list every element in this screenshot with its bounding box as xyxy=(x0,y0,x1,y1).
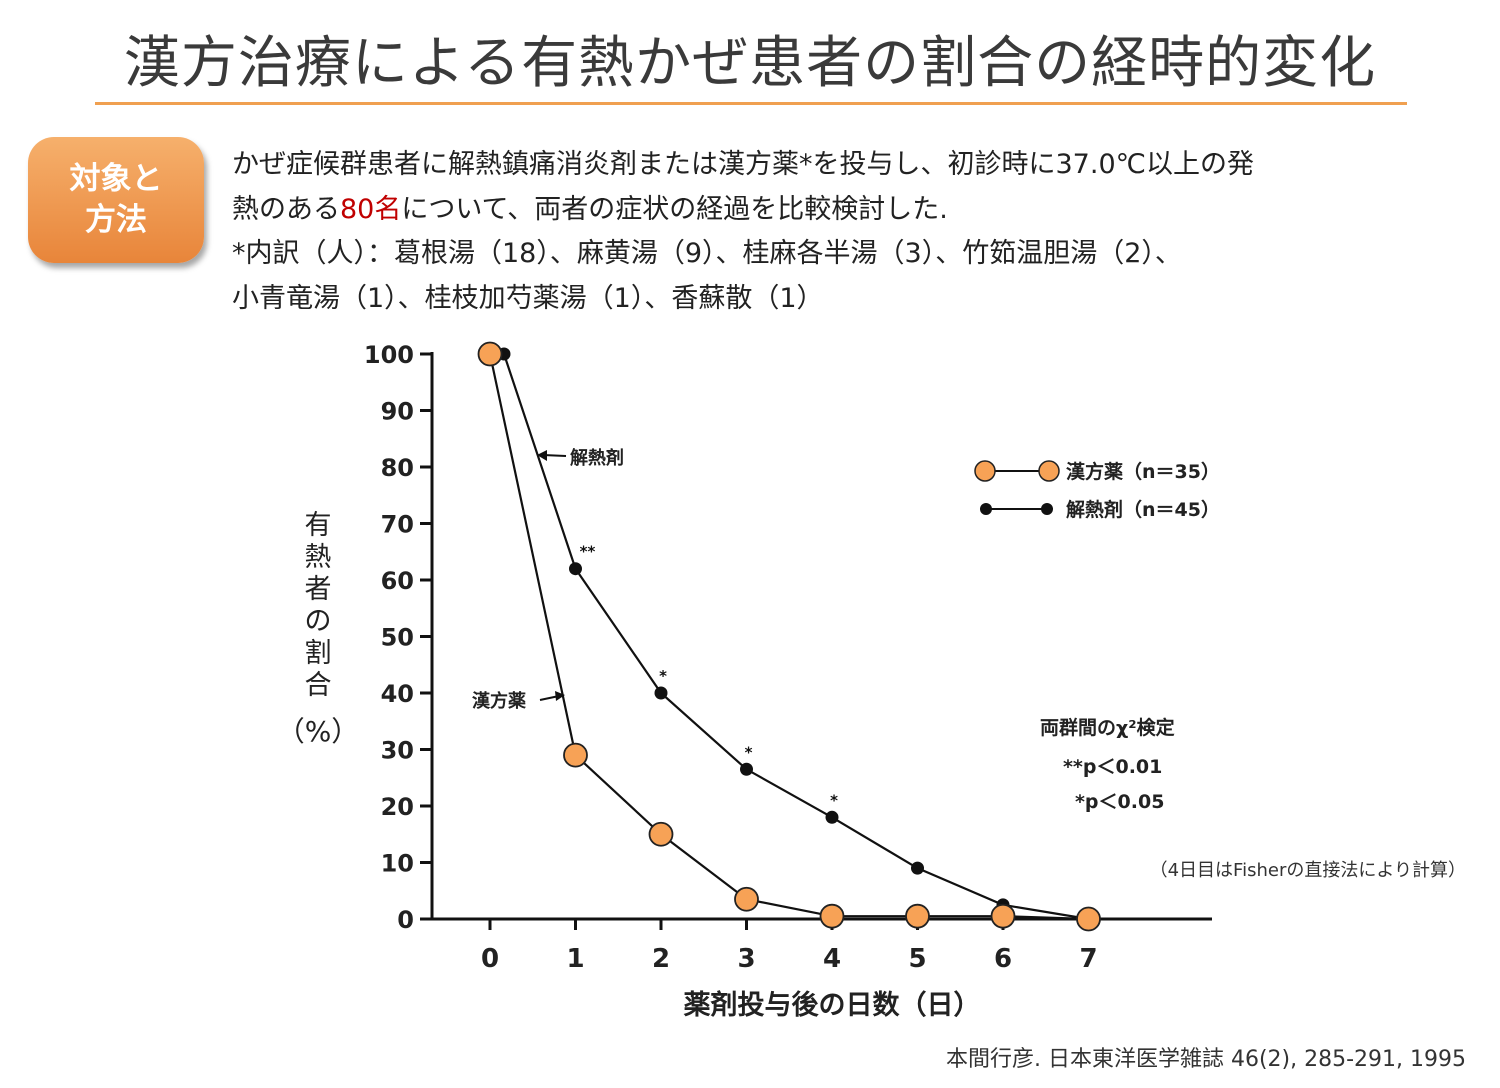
kampo-point xyxy=(819,903,845,929)
y-axis-label-char: 者 xyxy=(305,574,332,605)
significance-mark: * xyxy=(659,667,667,685)
x-tick-label: 6 xyxy=(994,944,1012,974)
antipyretic-point xyxy=(654,686,668,700)
kampo-arrowhead xyxy=(555,691,565,701)
legend-kampo-marker-right xyxy=(1038,460,1060,482)
desc-line-4: 小青竜湯（1）、桂枝加芍薬湯（1）、香蘇散（1） xyxy=(232,282,824,314)
antipyretic-point xyxy=(740,762,753,776)
x-tick-label: 3 xyxy=(737,944,755,974)
x-tick-label: 4 xyxy=(823,944,841,974)
kampo-point xyxy=(734,886,759,912)
significance-mark: ** xyxy=(580,543,596,561)
x-tick-label: 5 xyxy=(908,944,926,974)
significance-mark: * xyxy=(830,791,838,809)
badge-line-1: 対象と xyxy=(69,161,163,197)
kampo-point xyxy=(648,821,674,847)
antipyretic-curve-label: 解熱剤 xyxy=(570,447,624,469)
method-badge: 対象と 方法 xyxy=(28,137,204,263)
stat-title: 両群間のχ²検定 xyxy=(1040,716,1175,739)
y-tick-label: 50 xyxy=(381,624,414,652)
y-axis-unit: （%） xyxy=(277,715,360,748)
method-description: かぜ症候群患者に解熱鎮痛消炎剤または漢方薬*を投与し、初診時に37.0℃以上の発… xyxy=(232,143,1472,321)
desc-line-2-pre: 熱のある xyxy=(232,193,340,225)
desc-line-2: 熱のある80名について、両者の症状の経過を比較検討した. xyxy=(232,188,1472,233)
antipyretic-point xyxy=(569,562,582,576)
chart-ticks: 0 10 20 30 40 50 60 70 80 90 100 0 1 2 3 4 5 6 7 xyxy=(364,341,1098,974)
desc-line-3: *内訳（人）：葛根湯（18）、麻黄湯（9）、桂麻各半湯（3）、竹筎温胆湯（2）、 xyxy=(232,238,1182,269)
stat-p1: **p＜0.01 xyxy=(1063,756,1162,778)
antipyretic-point xyxy=(825,810,839,824)
y-axis-label-char: の xyxy=(305,606,332,637)
x-tick-label: 0 xyxy=(481,944,499,974)
x-tick-label: 1 xyxy=(566,944,584,974)
y-axis-label-char: 熱 xyxy=(305,542,332,573)
y-tick-label: 20 xyxy=(381,793,414,821)
x-axis-label: 薬剤投与後の日数（日） xyxy=(684,989,981,1021)
y-tick-label: 70 xyxy=(381,511,414,539)
kampo-point xyxy=(990,903,1016,929)
series-line-kampo xyxy=(488,353,1089,921)
legend-antipyretic-label: 解熱剤（n＝45） xyxy=(1066,498,1220,521)
reference-citation: 本間行彦. 日本東洋医学雑誌 46(2), 285-291, 1995 xyxy=(945,1047,1466,1072)
kampo-point xyxy=(905,903,930,929)
kampo-point xyxy=(563,742,588,768)
legend-antipyretic-marker-left xyxy=(980,503,992,515)
y-tick-label: 10 xyxy=(381,850,414,878)
legend-kampo-marker-left xyxy=(974,460,996,482)
desc-line-1: かぜ症候群患者に解熱鎮痛消炎剤または漢方薬*を投与し、初診時に37.0℃以上の発 xyxy=(232,149,1254,180)
y-tick-label: 90 xyxy=(381,398,414,426)
antipyretic-arrowhead xyxy=(537,450,547,461)
y-tick-label: 60 xyxy=(381,567,414,595)
significance-mark: * xyxy=(745,743,753,761)
y-tick-label: 80 xyxy=(381,454,414,482)
series-line-antipyretic xyxy=(502,353,1089,921)
desc-highlight-count: 80名 xyxy=(340,193,402,225)
kampo-point xyxy=(1076,906,1101,932)
legend: 漢方薬（n＝35） 解熱剤（n＝45） xyxy=(974,460,1220,521)
antipyretic-point xyxy=(911,861,924,875)
page-title: 漢方治療による有熱かぜ患者の割合の経時的変化 xyxy=(123,31,1377,96)
y-tick-label: 40 xyxy=(381,680,414,708)
y-tick-label: 100 xyxy=(364,341,414,369)
stat-p2: *p＜0.05 xyxy=(1075,791,1164,813)
chart-series-lines xyxy=(488,353,1089,921)
y-axis-label-char: 有 xyxy=(305,510,332,541)
chart-markers xyxy=(477,341,1101,932)
x-tick-label: 2 xyxy=(652,944,670,974)
fisher-note: （4日目はFisherの直接法により計算） xyxy=(1149,860,1466,881)
desc-line-2-post: について、両者の症状の経過を比較検討した. xyxy=(401,193,948,225)
legend-kampo-label: 漢方薬（n＝35） xyxy=(1066,460,1220,483)
kampo-point xyxy=(477,341,503,367)
y-tick-label: 30 xyxy=(381,737,414,765)
stat-note: 両群間のχ²検定 **p＜0.01 *p＜0.05 xyxy=(1040,716,1175,813)
legend-antipyretic-marker-right xyxy=(1041,503,1053,515)
x-tick-label: 7 xyxy=(1079,944,1097,974)
title-underline xyxy=(95,102,1407,105)
badge-line-2: 方法 xyxy=(85,202,147,238)
y-axis-label-char: 割 xyxy=(305,638,332,669)
y-tick-label: 0 xyxy=(397,906,414,934)
y-axis-label-char: 合 xyxy=(305,670,332,701)
kampo-curve-label: 漢方薬 xyxy=(472,690,526,712)
